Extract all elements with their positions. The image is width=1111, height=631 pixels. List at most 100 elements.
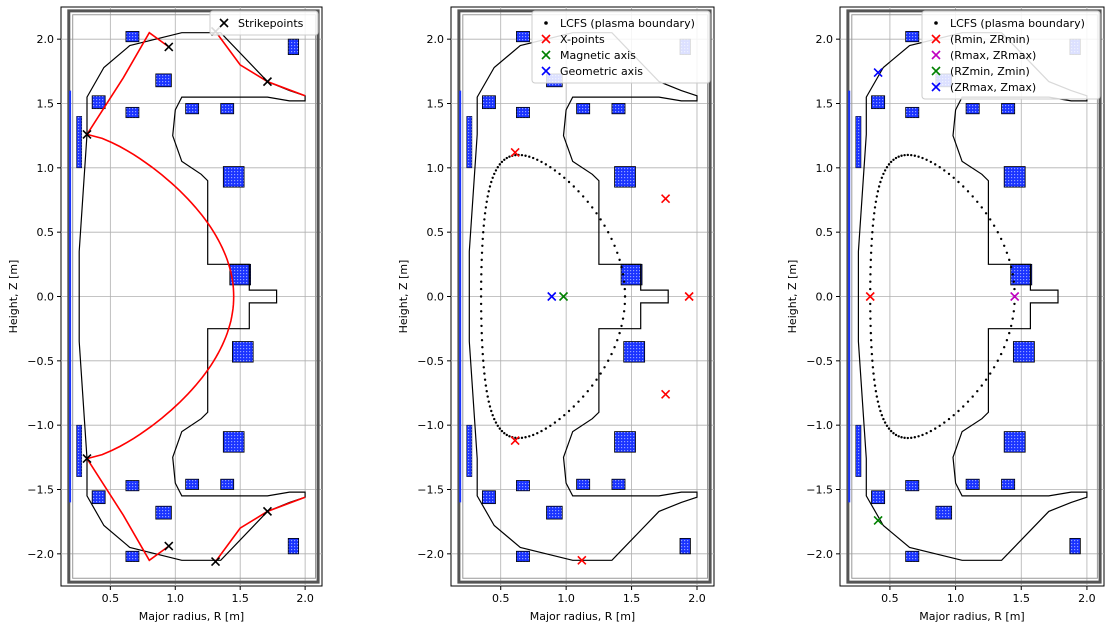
pf-coil: [614, 431, 636, 453]
pf-coil: [287, 38, 300, 56]
y-tick-label: 1.0: [816, 162, 834, 175]
lcfs-point: [869, 339, 873, 342]
lcfs-point: [622, 280, 626, 283]
lcfs-point: [620, 324, 623, 328]
lcfs-point: [606, 359, 610, 362]
lcfs-point: [480, 273, 483, 276]
lcfs-point: [496, 424, 499, 427]
lcfs-point: [906, 436, 910, 440]
lcfs-point: [971, 195, 974, 198]
lcfs-point: [882, 417, 885, 421]
lcfs-point: [482, 224, 485, 227]
marker-geometric-axis: [547, 291, 557, 302]
separatrix: [86, 133, 235, 460]
lcfs-point: [487, 190, 490, 193]
lcfs-point: [558, 172, 561, 176]
lcfs-point: [496, 166, 499, 169]
lcfs-point: [482, 231, 485, 234]
x-tick-label: 1.0: [557, 592, 575, 605]
pf-coil: [482, 490, 496, 505]
x-axis-label: Major radius, R [m]: [530, 610, 635, 623]
lcfs-point: [581, 395, 585, 398]
lcfs-point: [871, 224, 875, 227]
lcfs-point: [917, 155, 920, 158]
pf-coil: [935, 505, 953, 520]
lcfs-point: [996, 231, 999, 234]
legend-label: Magnetic axis: [560, 49, 636, 62]
lcfs-point: [870, 244, 873, 247]
x-tick-label: 1.5: [1013, 592, 1031, 605]
lcfs-point: [595, 212, 598, 215]
lcfs-point: [577, 190, 580, 193]
legend: LCFS (plasma boundary) (Rmin, ZRmin) (Rmax…: [921, 10, 1101, 100]
lcfs-point: [869, 287, 872, 291]
lcfs-point: [869, 280, 872, 283]
lcfs-point: [610, 352, 613, 356]
pf-coil: [155, 505, 172, 520]
lcfs-point: [540, 160, 543, 164]
lcfs-point: [540, 429, 543, 433]
lcfs-point: [869, 273, 872, 276]
lcfs-point: [623, 287, 627, 291]
inner-coil-upper: [76, 116, 83, 169]
lcfs-point: [498, 163, 501, 166]
y-tick-label: −1.0: [806, 419, 833, 432]
lcfs-point: [567, 409, 571, 413]
lcfs-point: [488, 185, 492, 188]
lcfs-point: [586, 390, 589, 393]
lcfs-point: [989, 372, 992, 375]
lcfs-point: [871, 231, 874, 234]
lcfs-point: [869, 265, 872, 269]
marker-x-points: [510, 436, 520, 446]
marker-x-points: [510, 147, 520, 157]
lcfs-point: [869, 258, 873, 262]
y-tick-label: −1.5: [27, 484, 54, 497]
y-tick-label: −1.5: [417, 484, 444, 497]
lcfs-point: [876, 190, 880, 193]
lcfs-point: [889, 429, 893, 433]
marker-strikepoints: [210, 556, 221, 567]
y-axis-label: Height, Z [m]: [7, 260, 20, 334]
lcfs-point: [514, 153, 517, 157]
legend-label: (Rmin, ZRmin): [950, 33, 1030, 46]
lcfs-point: [485, 200, 488, 203]
lcfs-point: [943, 169, 946, 172]
lcfs-point: [494, 169, 498, 172]
lcfs-point: [572, 185, 575, 188]
lcfs-point: [621, 273, 625, 276]
lcfs-point: [966, 190, 970, 193]
lcfs-point: [934, 427, 937, 430]
lcfs-point: [947, 417, 951, 421]
lcfs-point: [996, 359, 999, 362]
inner-coil-upper: [855, 116, 862, 169]
lcfs-point: [586, 200, 589, 203]
lcfs-point: [1009, 265, 1013, 269]
lcfs-point: [869, 317, 872, 320]
lcfs-point: [921, 433, 924, 437]
lcfs-point: [520, 436, 524, 440]
lcfs-point: [623, 295, 627, 298]
lcfs-point: [892, 432, 895, 435]
legend-label: X-points: [560, 33, 605, 46]
lcfs-point: [917, 435, 920, 438]
legend: Strikepoints: [209, 10, 319, 36]
lcfs-point: [577, 400, 580, 403]
x-tick-label: 0.5: [881, 592, 899, 605]
lcfs-point: [871, 359, 874, 362]
lcfs-point: [929, 429, 933, 433]
marker-strikepoints: [262, 77, 273, 87]
lcfs-point: [900, 154, 903, 157]
lcfs-point: [929, 160, 933, 164]
pf-coil: [220, 478, 235, 490]
marker-x-points: [661, 389, 671, 399]
lcfs-point: [491, 413, 494, 417]
lcfs-point: [503, 158, 506, 161]
y-tick-label: −2.0: [806, 548, 833, 561]
inner-coil-upper: [466, 116, 473, 169]
lcfs-point: [999, 352, 1003, 356]
lcfs-point: [553, 169, 557, 172]
lcfs-point: [599, 372, 602, 375]
pf-coil: [1003, 166, 1026, 188]
y-axis-label: Height, Z [m]: [397, 260, 410, 334]
y-axis-label: Height, Z [m]: [786, 260, 799, 334]
